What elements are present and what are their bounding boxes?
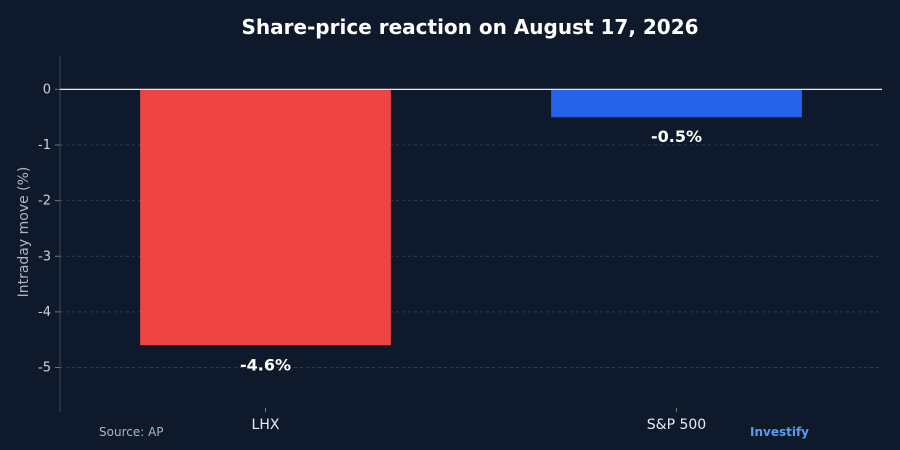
chart-title: Share-price reaction on August 17, 2026 — [241, 15, 698, 39]
data-labels: -4.6% -0.5% — [240, 127, 702, 374]
y-tick-label: 0 — [43, 82, 51, 97]
y-tick-label: -2 — [38, 194, 51, 209]
y-tick-labels: 0 -1 -2 -3 -4 -5 — [38, 82, 60, 376]
data-label: -0.5% — [651, 127, 702, 146]
y-tick-label: -5 — [38, 361, 51, 376]
bar-lhx — [140, 89, 391, 346]
y-tick-label: -4 — [38, 305, 51, 320]
y-tick-label: -3 — [38, 249, 51, 264]
brand-label: Investify — [750, 425, 809, 439]
bar-sp500 — [551, 89, 802, 118]
x-tick-labels: LHX S&P 500 — [252, 408, 706, 433]
bars — [140, 89, 802, 346]
x-tick-label: LHX — [252, 417, 280, 433]
y-axis-title: Intraday move (%) — [16, 167, 32, 298]
data-label: -4.6% — [240, 355, 291, 374]
source-label: Source: AP — [99, 425, 164, 439]
y-tick-label: -1 — [38, 138, 51, 153]
grid-layer — [59, 56, 882, 412]
x-tick-label: S&P 500 — [647, 417, 706, 433]
